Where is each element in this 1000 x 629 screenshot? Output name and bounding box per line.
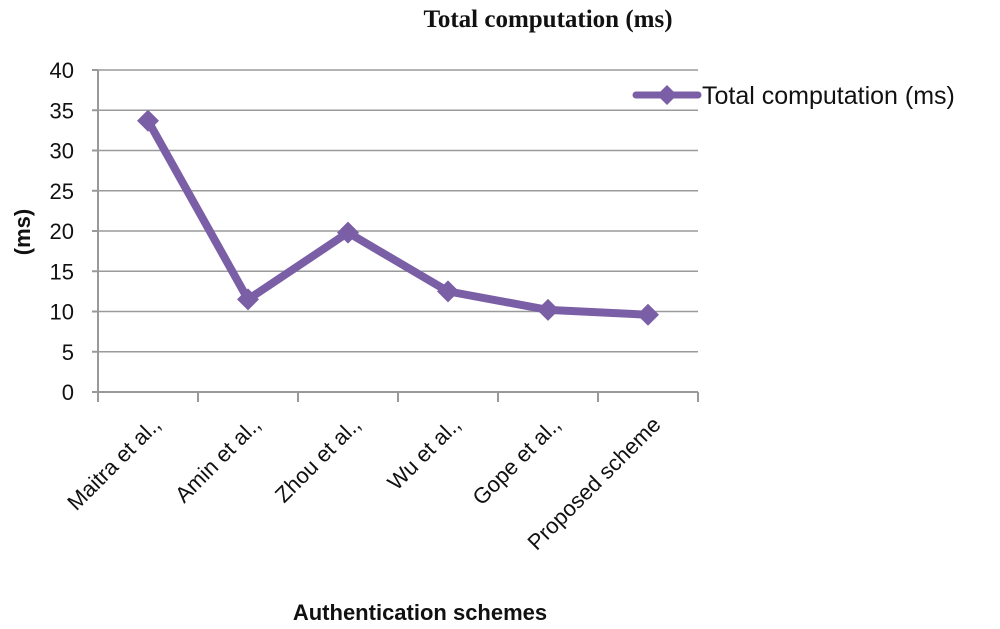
axes [97,70,698,393]
data-point-marker [137,109,159,132]
x-tick-label: Zhou et al., [270,412,366,508]
y-tick-label: 20 [50,219,74,244]
x-tick-label: Wu et al., [382,412,465,495]
x-tick-labels: Maitra et al., Amin et al., Zhou et al., Wu… [62,412,665,555]
x-tick-label: Gope et al., [467,412,565,510]
y-tick-label: 35 [50,98,74,123]
x-axis-label: Authentication schemes [293,600,547,625]
y-axis-label: (ms) [10,209,35,255]
data-point-marker [637,303,659,326]
x-tick-label: Maitra et al., [62,412,165,515]
y-tick-labels: 0 5 10 15 20 25 30 35 40 [50,58,74,405]
y-tick-label: 10 [50,300,74,325]
legend: Total computation (ms) [632,82,955,110]
series-line [144,116,652,319]
y-tick-label: 40 [50,58,74,83]
x-tick-label: Amin et al., [170,412,265,507]
y-tick-label: 30 [50,139,74,164]
data-point-marker [337,221,359,244]
y-tick-label: 0 [62,380,74,405]
data-point-marker [237,288,259,311]
data-point-marker [437,280,459,303]
legend-diamond-icon [657,85,677,105]
gridlines [92,69,699,402]
y-tick-label: 25 [50,179,74,204]
chart-title: Total computation (ms) [423,6,672,33]
y-tick-label: 15 [50,259,74,284]
data-point-marker [537,298,559,321]
series-group [137,109,659,326]
legend-label: Total computation (ms) [702,82,955,110]
y-tick-label: 5 [62,340,74,365]
